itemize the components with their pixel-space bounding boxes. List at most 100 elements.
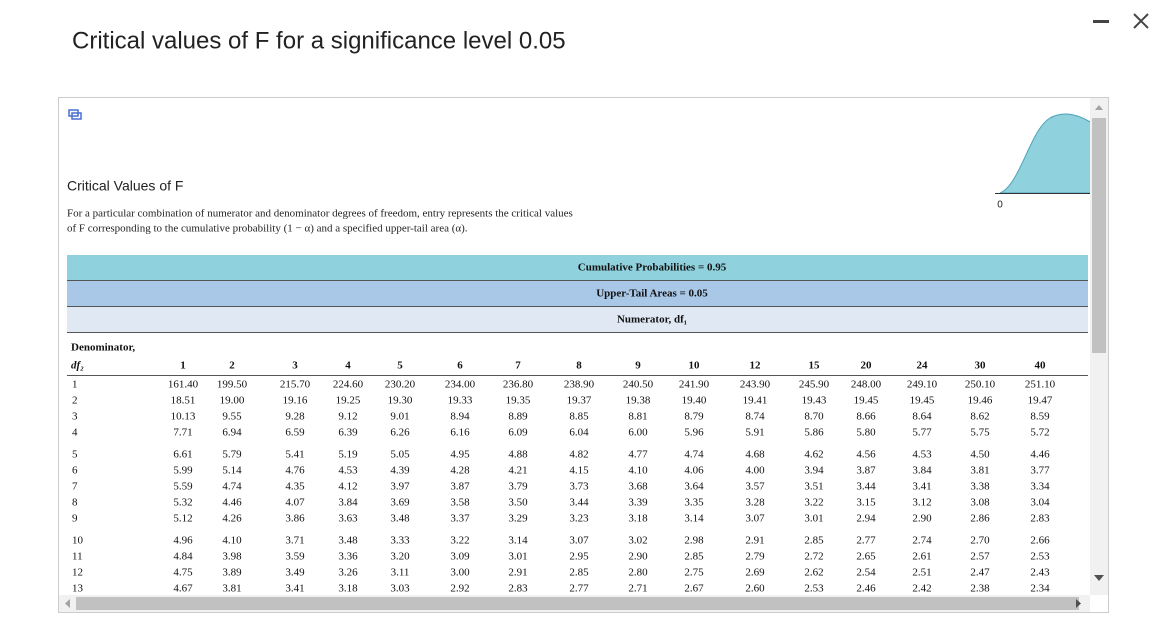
table-cell: 3.81 [970,465,989,477]
table-cell: 4.10 [628,465,648,477]
table-cell: 6.04 [569,427,589,439]
table-cell: 8.81 [628,411,647,423]
horizontal-scrollbar[interactable] [59,595,1090,612]
table-cell: 234.00 [445,379,476,391]
table-cell: 2.83 [1030,513,1050,525]
table-cell: 3.01 [804,513,823,525]
row-label: 6 [72,465,78,477]
table-cell: 5.12 [173,513,192,525]
table-cell: 4.67 [173,583,193,595]
table-cell: 6.26 [390,427,410,439]
band-label: Cumulative Probabilities = 0.95 [578,262,727,274]
table-cell: 19.25 [336,395,361,407]
table-cell: 3.49 [285,567,305,579]
table-cell: 2.53 [1030,551,1050,563]
table-cell: 8.74 [745,411,765,423]
table-cell: 3.02 [628,535,647,547]
table-cell: 4.28 [450,465,470,477]
description: For a particular combination of numerato… [67,208,573,220]
column-header: 3 [292,360,298,372]
table-cell: 3.22 [804,497,823,509]
table-cell: 4.84 [173,551,193,563]
table-cell: 250.10 [965,379,996,391]
table-cell: 2.85 [804,535,824,547]
table-cell: 2.57 [970,551,990,563]
close-button[interactable] [1133,13,1149,29]
table-cell: 4.88 [508,449,528,461]
table-cell: 2.94 [856,513,876,525]
table-cell: 4.74 [222,481,242,493]
table-cell: 19.40 [682,395,707,407]
table-cell: 2.53 [804,583,824,595]
table-cell: 3.34 [1030,481,1050,493]
table-cell: 2.47 [970,567,990,579]
table-cell: 2.62 [804,567,823,579]
table-cell: 4.82 [569,449,588,461]
table-cell: 3.03 [390,583,410,595]
table-cell: 4.53 [338,465,358,477]
table-cell: 4.56 [856,449,876,461]
description: of F corresponding to the cumulative pro… [67,223,468,235]
table-cell: 4.21 [508,465,527,477]
column-header: 15 [809,360,821,372]
table-cell: 19.38 [626,395,651,407]
table-cell: 3.77 [1030,465,1050,477]
row-label: 9 [72,513,78,525]
table-cell: 3.48 [338,535,358,547]
table-cell: 3.18 [338,583,358,595]
table-cell: 4.46 [222,497,242,509]
table-cell: 4.62 [804,449,823,461]
table-cell: 2.61 [912,551,931,563]
table-cell: 4.46 [1030,449,1050,461]
table-cell: 3.81 [222,583,241,595]
table-cell: 5.19 [338,449,358,461]
minimize-button[interactable] [1093,20,1109,23]
table-cell: 3.98 [222,551,242,563]
table-cell: 5.79 [222,449,242,461]
table-cell: 3.07 [569,535,589,547]
table-cell: 4.75 [173,567,193,579]
table-cell: 3.84 [338,497,358,509]
table-cell: 3.48 [390,513,410,525]
table-cell: 19.16 [283,395,308,407]
row-header: Denominator, [71,342,135,354]
table-cell: 2.90 [912,513,932,525]
table-cell: 2.83 [508,583,528,595]
table-cell: 7.71 [173,427,192,439]
table-cell: 19.35 [506,395,531,407]
table-cell: 3.37 [450,513,470,525]
table-band [67,255,1088,280]
vertical-scrollbar[interactable] [1090,98,1108,595]
table-cell: 3.41 [912,481,931,493]
graph-label: 0 [997,200,1003,211]
table-cell: 5.80 [856,427,876,439]
column-header: 20 [861,360,873,372]
table-cell: 4.00 [745,465,765,477]
table-cell: 8.62 [970,411,989,423]
table-cell: 4.10 [222,535,242,547]
table-cell: 2.42 [912,583,931,595]
table-cell: 6.94 [222,427,242,439]
table-cell: 4.06 [684,465,704,477]
table-cell: 3.41 [285,583,304,595]
table-cell: 3.35 [684,497,704,509]
table-cell: 3.22 [450,535,469,547]
table-cell: 245.90 [799,379,830,391]
image-frame [58,97,1109,613]
table-cell: 8.66 [856,411,876,423]
row-label: 7 [72,481,78,493]
band-label: Upper-Tail Areas = 0.05 [596,288,708,300]
table-cell: 4.50 [970,449,990,461]
table-cell: 2.38 [970,583,990,595]
column-header: 40 [1035,360,1047,372]
column-header: 9 [635,360,641,372]
table-cell: 5.14 [222,465,242,477]
table-cell: 10.13 [171,411,196,423]
image-content: Critical Values of F For a particular co… [67,109,1090,595]
table-cell: 3.26 [338,567,358,579]
table-cell: 9.28 [285,411,305,423]
table-cell: 240.50 [623,379,654,391]
heading: Critical Values of F [67,178,183,194]
